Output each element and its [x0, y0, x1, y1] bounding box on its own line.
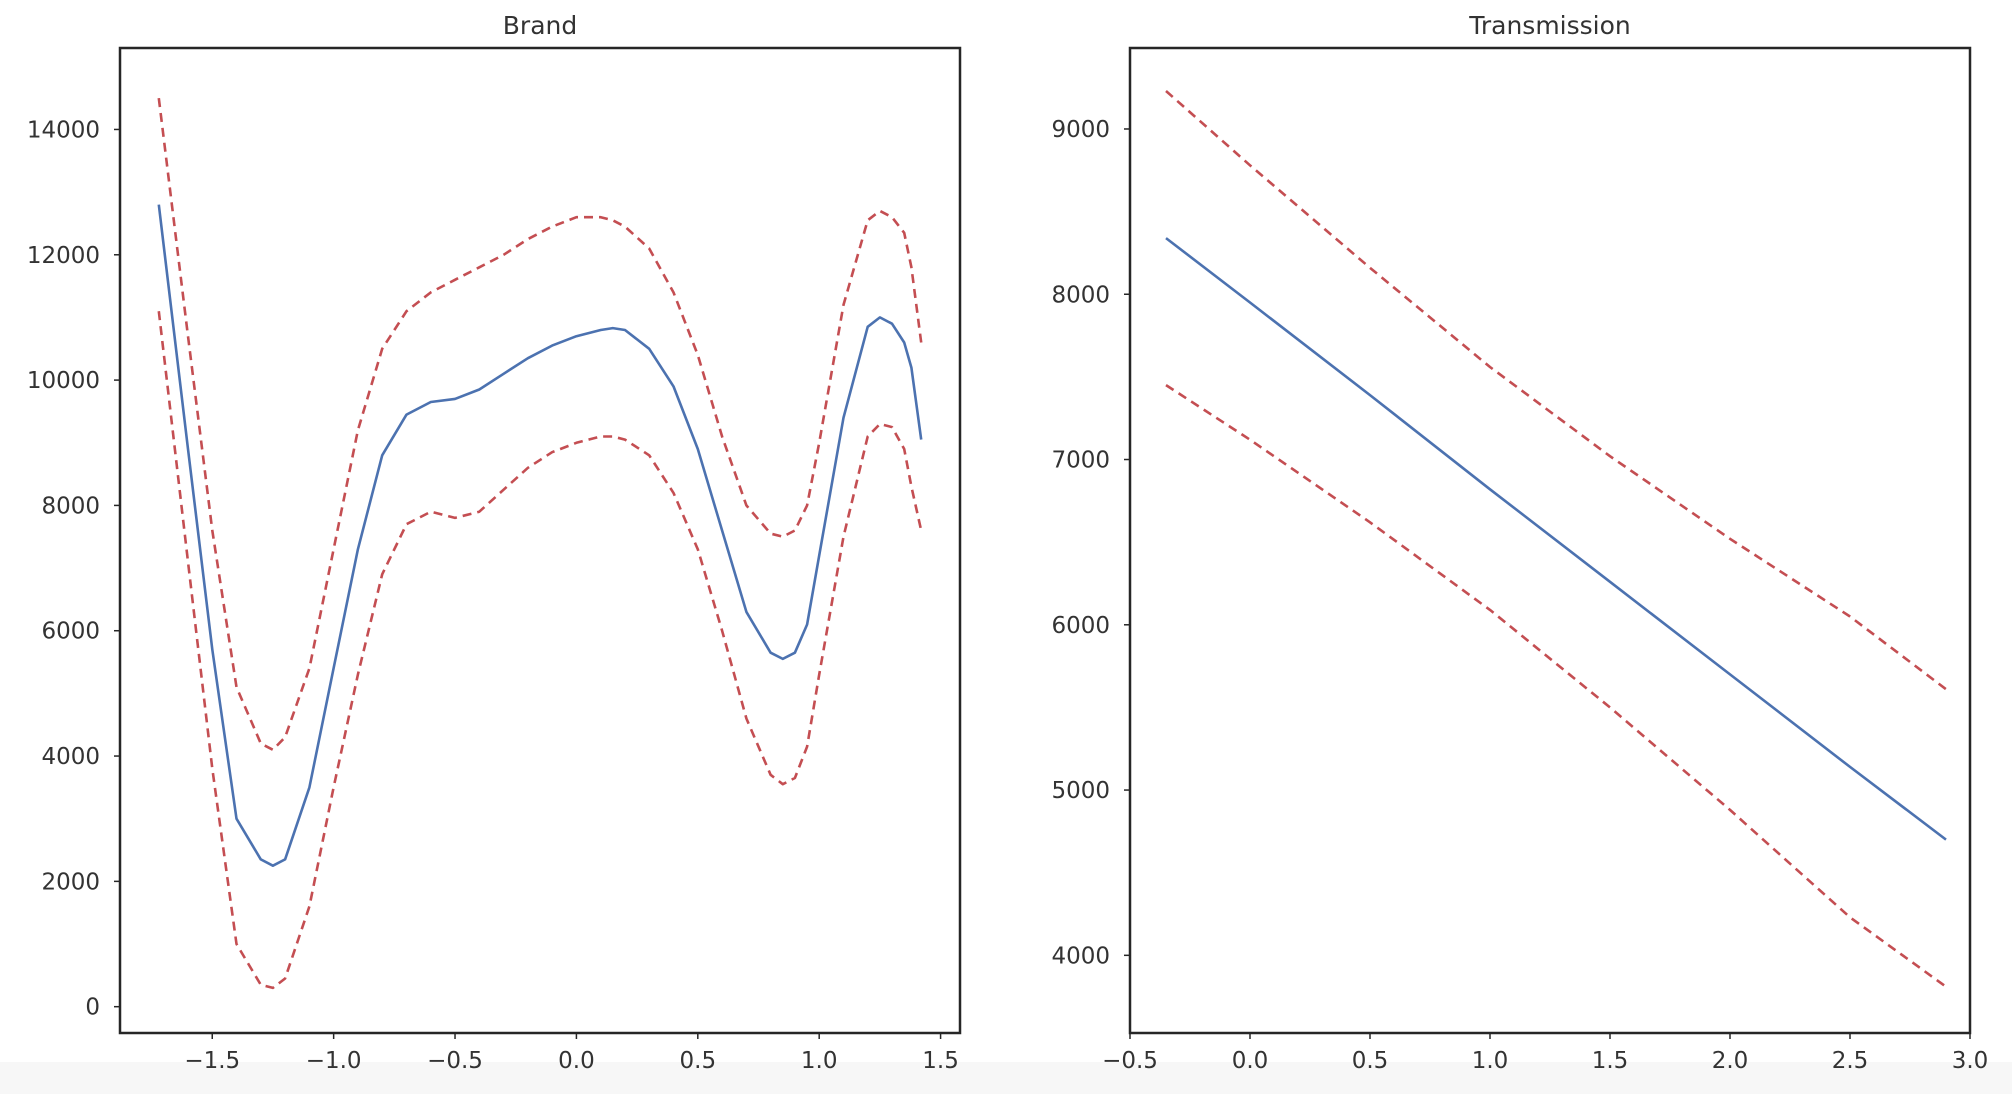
window-bottom-strip — [0, 1062, 2012, 1094]
series-line-lower — [157, 311, 923, 990]
chart-title: Transmission — [1468, 11, 1631, 40]
chart-panel-1: Brand −1.5 −1.0 −0.5 0.0 0.5 1.0 1.5 0 2000 4000 60… — [27, 11, 962, 1074]
plot-frame — [1128, 46, 1972, 1035]
x-tick-label: −1.0 — [306, 1048, 362, 1074]
x-tick-label: 2.5 — [1832, 1048, 1869, 1074]
x-tick-label: 0.0 — [558, 1048, 595, 1074]
x-tick-label: −0.5 — [1102, 1048, 1158, 1074]
y-tick-label: 14000 — [27, 117, 100, 143]
plot-frame — [118, 46, 962, 1035]
series-line-upper — [157, 97, 923, 752]
series-line-estimate — [157, 204, 923, 867]
chart-panel-2: Transmission −0.5 0.0 0.5 1.0 1.5 2.0 2.5 3.0 400… — [1051, 11, 1988, 1074]
y-tick-label: 4000 — [1051, 943, 1110, 969]
y-tick-label: 9000 — [1051, 117, 1110, 143]
x-tick-label: −0.5 — [427, 1048, 483, 1074]
y-tick-label: 7000 — [1051, 448, 1110, 474]
chart-title: Brand — [503, 11, 577, 40]
y-tick-label: 2000 — [41, 869, 100, 895]
y-tick-label: 12000 — [27, 243, 100, 269]
y-tick-label: 8000 — [41, 493, 100, 519]
x-tick-label: 1.0 — [1472, 1048, 1509, 1074]
y-tick-label: 4000 — [41, 744, 100, 770]
y-tick-label: 6000 — [41, 619, 100, 645]
y-tick-label: 10000 — [27, 368, 100, 394]
series-line-upper — [1165, 90, 1947, 691]
series-line-lower — [1165, 384, 1947, 988]
x-tick-label: 3.0 — [1952, 1048, 1989, 1074]
x-tick-label: 0.5 — [680, 1048, 717, 1074]
x-tick-label: −1.5 — [184, 1048, 240, 1074]
x-tick-label: 1.5 — [1592, 1048, 1629, 1074]
x-tick-label: 1.0 — [801, 1048, 838, 1074]
y-tick-label: 5000 — [1051, 778, 1110, 804]
y-tick-label: 8000 — [1051, 282, 1110, 308]
y-tick-label: 6000 — [1051, 613, 1110, 639]
y-tick-label: 0 — [85, 995, 100, 1021]
x-tick-label: 2.0 — [1712, 1048, 1749, 1074]
x-tick-label: 0.5 — [1352, 1048, 1389, 1074]
series-line-estimate — [1165, 237, 1947, 841]
x-tick-label: 1.5 — [922, 1048, 959, 1074]
x-tick-label: 0.0 — [1232, 1048, 1269, 1074]
